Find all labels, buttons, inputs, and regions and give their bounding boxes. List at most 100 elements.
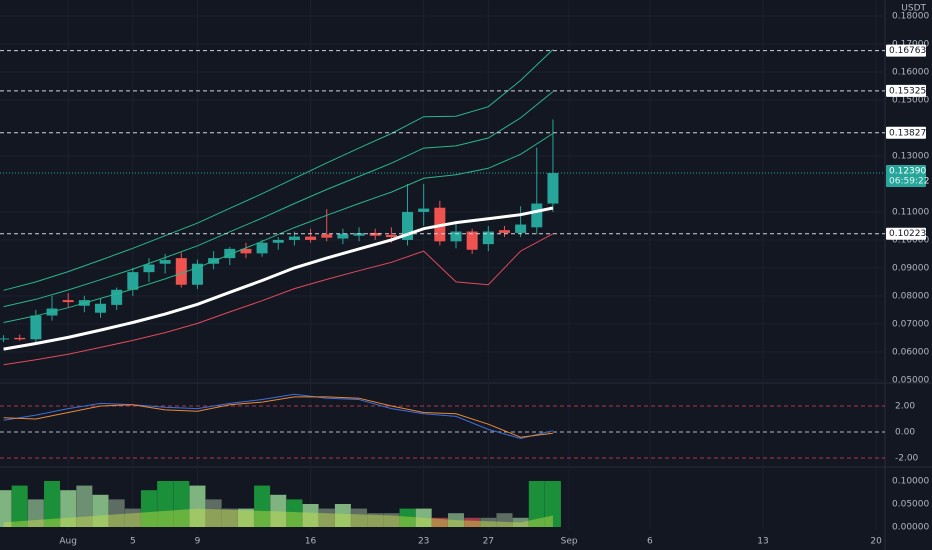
candle-body <box>224 248 236 259</box>
y-tick-label: 0.00000 <box>892 522 929 532</box>
volume-bar <box>286 499 303 527</box>
level-tag: 0.16763 <box>886 44 926 57</box>
volume-bar <box>11 485 28 527</box>
volume-bar <box>140 490 157 527</box>
level-tag-label: 0.10223 <box>889 229 926 239</box>
volume-bar <box>480 517 497 527</box>
volume-bar <box>270 494 287 527</box>
level-tag-label: 0.16763 <box>889 46 926 56</box>
level-tag-box <box>886 44 926 57</box>
candle-body <box>531 203 543 228</box>
y-tick-label: 0.15000 <box>892 95 929 105</box>
x-tick-label: 23 <box>418 537 429 547</box>
volume-bar <box>189 485 206 527</box>
candle-body <box>288 236 300 240</box>
y-tick-label: 0.07000 <box>892 319 929 329</box>
y-tick-label: 2.00 <box>895 402 915 412</box>
x-tick-label: Aug <box>59 537 77 547</box>
candle-body <box>256 242 268 254</box>
volume-bar <box>496 513 513 527</box>
x-tick-label: 9 <box>195 537 201 547</box>
y-tick-label: 0.08000 <box>892 291 929 301</box>
candle-body <box>482 231 494 245</box>
volume-bar <box>334 503 351 527</box>
volume-bar <box>318 508 335 527</box>
candle-body <box>127 272 139 290</box>
candle-body <box>30 315 42 340</box>
x-tick-label: 13 <box>757 537 768 547</box>
last-price-label: 0.12390 <box>889 167 926 177</box>
candle-body <box>450 231 462 242</box>
y-tick-label: 0.05000 <box>892 375 929 385</box>
y-tick-label: 0.13000 <box>892 151 929 161</box>
level-tag-label: 0.15325 <box>889 86 926 96</box>
candle-body <box>305 236 317 240</box>
y-tick-label: 0.10000 <box>892 235 929 245</box>
volume-bar <box>302 503 319 527</box>
oscillator-line <box>3 396 553 438</box>
candle-body <box>240 248 252 254</box>
y-tick-label: 0.18000 <box>892 11 929 21</box>
y-tick-label: -2.00 <box>895 454 919 464</box>
volume-area <box>3 508 553 527</box>
level-tag-box <box>886 126 926 139</box>
x-tick-label: 6 <box>647 537 653 547</box>
volume-bar <box>27 499 44 527</box>
indicator-line <box>3 206 554 351</box>
y-tick-label: 0.17000 <box>892 39 929 49</box>
candle-body <box>369 232 381 236</box>
volume-bar <box>447 513 464 527</box>
candle-body <box>402 211 414 240</box>
volume-bar <box>351 508 368 527</box>
indicator-line <box>3 133 554 323</box>
y-tick-label: 0.10000 <box>892 476 929 486</box>
candle-body <box>498 230 510 233</box>
indicator-line <box>3 233 554 366</box>
candle-body <box>143 264 155 273</box>
volume-bar <box>528 480 545 527</box>
candle-body <box>14 337 26 340</box>
level-tag-box <box>886 84 926 97</box>
x-tick-label: 20 <box>870 537 882 547</box>
x-tick-label: 16 <box>305 537 317 547</box>
volume-bar <box>76 485 93 527</box>
y-tick-label: 0.09000 <box>892 263 929 273</box>
volume-bar <box>512 517 529 527</box>
x-tick-label: Sep <box>561 537 578 547</box>
candle-body <box>337 233 349 239</box>
level-tag-box <box>886 227 926 240</box>
y-tick-label: 0.00 <box>895 428 915 438</box>
volume-bar <box>124 508 141 527</box>
volume-bar <box>399 508 416 527</box>
y-tick-label: 0.06000 <box>892 347 929 357</box>
volume-bar <box>544 480 561 527</box>
volume-bar <box>173 480 190 527</box>
y-tick-label: 0.11000 <box>892 207 929 217</box>
indicator-line <box>3 49 554 291</box>
volume-bar <box>254 485 271 527</box>
last-price-box <box>886 165 926 188</box>
volume-bar <box>205 499 222 527</box>
candle-body <box>272 239 284 243</box>
candle-body <box>111 289 123 305</box>
volume-bar <box>60 490 77 527</box>
volume-bar <box>44 480 61 527</box>
candle-body <box>385 234 397 238</box>
volume-bar <box>157 480 174 527</box>
level-tag: 0.13827 <box>886 126 926 139</box>
candle-body <box>547 173 559 204</box>
level-tag: 0.15325 <box>886 84 926 97</box>
candle-body <box>62 300 74 303</box>
y-tick-label: 0.16000 <box>892 67 929 77</box>
candle-body <box>321 234 333 238</box>
level-tag-label: 0.13827 <box>889 128 926 138</box>
x-tick-label: 27 <box>483 537 494 547</box>
indicator-line <box>3 91 554 308</box>
level-tag: 0.10223 <box>886 227 926 240</box>
candle-body <box>418 208 430 212</box>
candle-body <box>353 233 365 236</box>
candle-body <box>191 263 203 285</box>
currency: USDT <box>901 4 926 14</box>
volume-bar <box>367 513 384 527</box>
